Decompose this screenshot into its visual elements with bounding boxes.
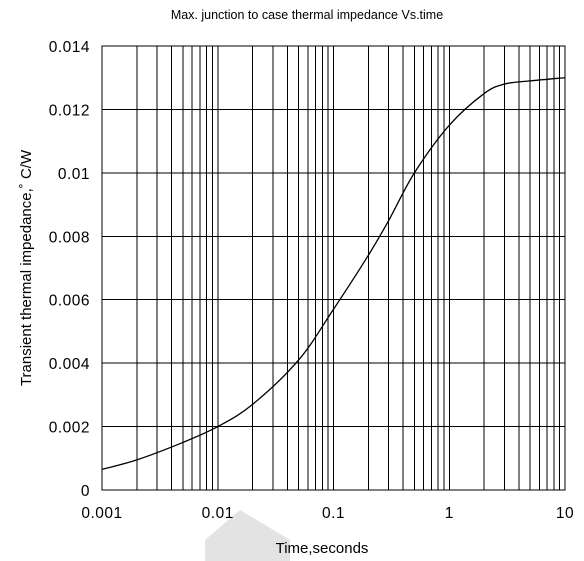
y-axis-label: Transient thermal impedance,˚ C/W: [18, 149, 35, 386]
chart-title: Max. junction to case thermal impedance …: [171, 8, 443, 22]
grid: [102, 46, 565, 490]
y-tick-label: 0.004: [49, 356, 90, 373]
y-tick-label: 0.002: [49, 420, 90, 437]
plot-frame: [101, 45, 566, 491]
x-tick-label: 1: [445, 505, 454, 522]
y-tick-label: 0.006: [49, 293, 90, 310]
y-tick-labels: 0 0.002 0.004 0.006 0.008 0.01 0.012 0.014: [49, 39, 90, 500]
y-tick-label: 0: [81, 483, 90, 500]
y-tick-label: 0.01: [58, 166, 90, 183]
y-tick-label: 0.008: [49, 229, 90, 246]
x-tick-label: 0.01: [202, 505, 234, 522]
x-axis-label: Time,seconds: [276, 540, 369, 557]
x-tick-label: 10: [556, 505, 574, 522]
watermark-shape: [205, 510, 290, 561]
x-tick-label: 0.1: [322, 505, 345, 522]
y-tick-label: 0.012: [49, 102, 90, 119]
x-tick-labels: 0.001 0.01 0.1 1 10: [81, 505, 574, 522]
x-tick-label: 0.001: [81, 505, 122, 522]
y-tick-label: 0.014: [49, 39, 90, 56]
impedance-curve: [101, 77, 566, 471]
